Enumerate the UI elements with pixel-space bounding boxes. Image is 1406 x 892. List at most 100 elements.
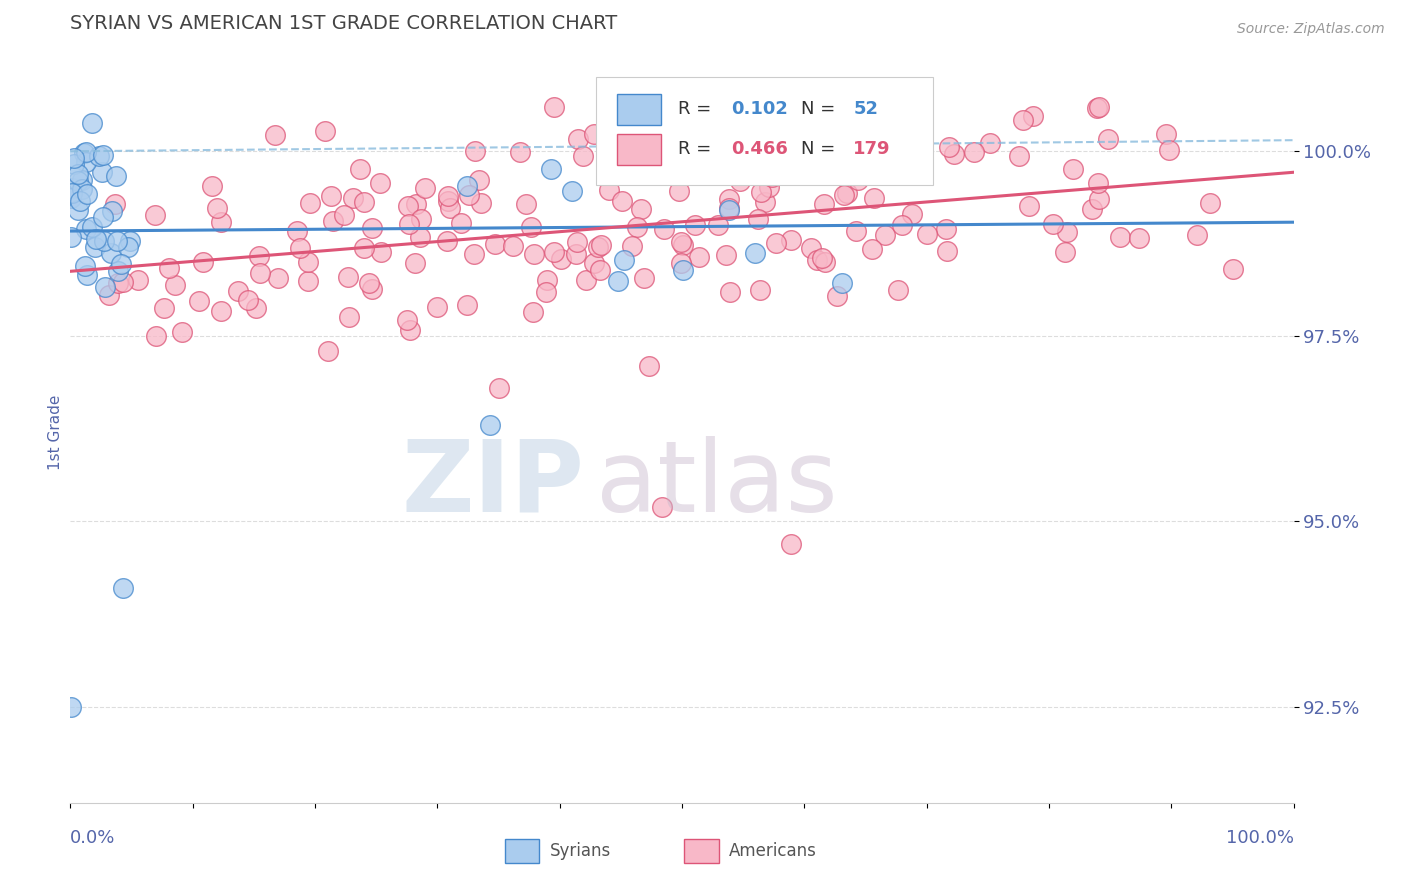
Point — [621, 239, 644, 253]
Point — [69, 194, 91, 208]
Point — [90, 165, 112, 179]
Point — [831, 276, 853, 290]
Point — [163, 277, 186, 292]
Point — [437, 189, 460, 203]
Point — [637, 359, 659, 373]
Point — [908, 124, 931, 138]
Text: Source: ZipAtlas.com: Source: ZipAtlas.com — [1237, 22, 1385, 37]
Point — [1062, 161, 1084, 176]
Point — [91, 148, 114, 162]
Text: SYRIAN VS AMERICAN 1ST GRADE CORRELATION CHART: SYRIAN VS AMERICAN 1ST GRADE CORRELATION… — [70, 13, 617, 33]
Point — [717, 203, 740, 218]
Text: 0.0%: 0.0% — [70, 829, 115, 847]
Point — [1087, 176, 1109, 190]
FancyBboxPatch shape — [617, 95, 661, 126]
Point — [359, 276, 381, 290]
Point — [613, 252, 636, 267]
Point — [688, 250, 710, 264]
Point — [509, 145, 531, 160]
Point — [89, 149, 111, 163]
Text: 0.102: 0.102 — [731, 100, 787, 118]
Point — [145, 329, 167, 343]
Point — [60, 699, 83, 714]
Point — [683, 130, 706, 145]
Point — [82, 219, 104, 234]
Point — [523, 247, 546, 261]
Point — [63, 157, 86, 171]
Point — [337, 269, 360, 284]
Point — [979, 136, 1001, 151]
Point — [858, 166, 880, 180]
Point — [810, 251, 832, 265]
Point — [100, 245, 122, 260]
Point — [426, 300, 449, 314]
Point — [75, 221, 97, 235]
FancyBboxPatch shape — [685, 839, 718, 863]
FancyBboxPatch shape — [505, 839, 538, 863]
Point — [201, 178, 224, 193]
Point — [683, 218, 706, 232]
Point — [76, 268, 98, 282]
Point — [652, 221, 675, 235]
Point — [66, 167, 89, 181]
Point — [890, 218, 912, 232]
Point — [1088, 192, 1111, 206]
Point — [1081, 202, 1104, 217]
Point — [297, 274, 319, 288]
Point — [75, 145, 97, 159]
Point — [267, 271, 290, 285]
Point — [316, 344, 339, 359]
Point — [591, 237, 613, 252]
Point — [439, 202, 461, 216]
Point — [651, 500, 673, 514]
Point — [408, 229, 430, 244]
Text: Syrians: Syrians — [550, 842, 612, 860]
Point — [572, 148, 595, 162]
Point — [825, 288, 848, 302]
Point — [543, 100, 565, 114]
Point — [360, 282, 382, 296]
Point — [470, 196, 492, 211]
Point — [1128, 230, 1150, 244]
Point — [398, 217, 420, 231]
Point — [337, 310, 360, 324]
Point — [1012, 113, 1035, 128]
Point — [107, 277, 129, 291]
Point — [437, 194, 460, 209]
Point — [758, 180, 780, 194]
Point — [714, 248, 737, 262]
Point — [626, 219, 648, 234]
Point — [672, 262, 695, 277]
Point — [917, 227, 939, 241]
Text: 52: 52 — [853, 100, 879, 118]
Point — [395, 312, 418, 326]
Point — [730, 174, 752, 188]
Text: 100.0%: 100.0% — [1226, 829, 1294, 847]
Text: R =: R = — [678, 140, 717, 158]
Point — [70, 182, 93, 196]
Point — [575, 273, 598, 287]
Point — [101, 204, 124, 219]
Point — [361, 220, 384, 235]
Point — [707, 218, 730, 232]
Point — [1085, 102, 1108, 116]
Point — [786, 161, 808, 176]
Point — [717, 201, 740, 215]
FancyBboxPatch shape — [617, 135, 661, 165]
Text: N =: N = — [800, 140, 841, 158]
Point — [1042, 217, 1064, 231]
Point — [322, 214, 344, 228]
Point — [60, 186, 83, 200]
Point — [685, 128, 707, 142]
Point — [1056, 225, 1078, 239]
Point — [1018, 199, 1040, 213]
Point — [938, 140, 960, 154]
Point — [82, 116, 104, 130]
Point — [668, 184, 690, 198]
Point — [353, 195, 375, 210]
Text: N =: N = — [800, 100, 841, 118]
Point — [1154, 127, 1177, 141]
Point — [411, 211, 433, 226]
Point — [456, 178, 478, 193]
Point — [515, 197, 537, 211]
